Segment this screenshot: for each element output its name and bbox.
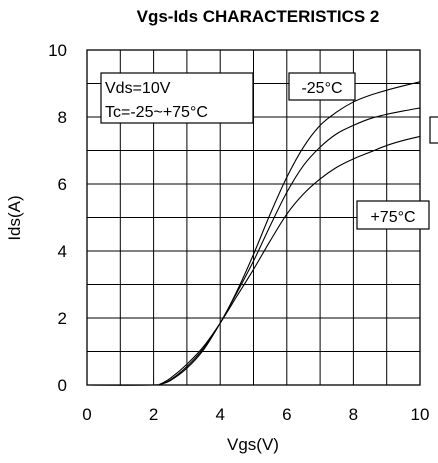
x-tick-label: 10: [411, 405, 430, 424]
y-tick-label: 0: [58, 376, 67, 395]
y-axis-label: Ids(A): [5, 195, 24, 240]
y-tick-label: 4: [58, 242, 67, 261]
chart-title: Vgs-Ids CHARACTERISTICS 2: [137, 7, 380, 26]
series-line-3: [86, 135, 421, 386]
x-tick-label: 0: [82, 405, 91, 424]
y-tick-label: 10: [48, 41, 67, 60]
x-tick-label: 8: [349, 405, 358, 424]
label-middle-box: [429, 116, 438, 144]
curves: [86, 81, 421, 386]
x-tick-label: 2: [149, 405, 158, 424]
series-line-1: [86, 81, 421, 386]
label-hot: +75°C: [370, 209, 415, 226]
conditions-line-1: Vds=10V: [105, 80, 171, 97]
label-cold-box: [288, 72, 356, 101]
conditions-line-2: Tc=-25~+75°C: [105, 104, 208, 121]
x-tick-label: 4: [215, 405, 224, 424]
y-tick-label: 6: [58, 175, 67, 194]
conditions-box: [100, 72, 254, 124]
label-hot-box: [356, 200, 430, 230]
y-tick-label: 2: [58, 309, 67, 328]
label-cold: -25°C: [301, 80, 342, 97]
y-tick-label: 8: [58, 108, 67, 127]
series-line-2: [86, 107, 421, 386]
x-tick-label: 6: [282, 405, 291, 424]
x-tick-labels: 0 2 4 6 8 10: [82, 405, 429, 424]
x-axis-label: Vgs(V): [227, 435, 279, 454]
y-tick-labels: 0 2 4 6 8 10: [48, 41, 67, 395]
